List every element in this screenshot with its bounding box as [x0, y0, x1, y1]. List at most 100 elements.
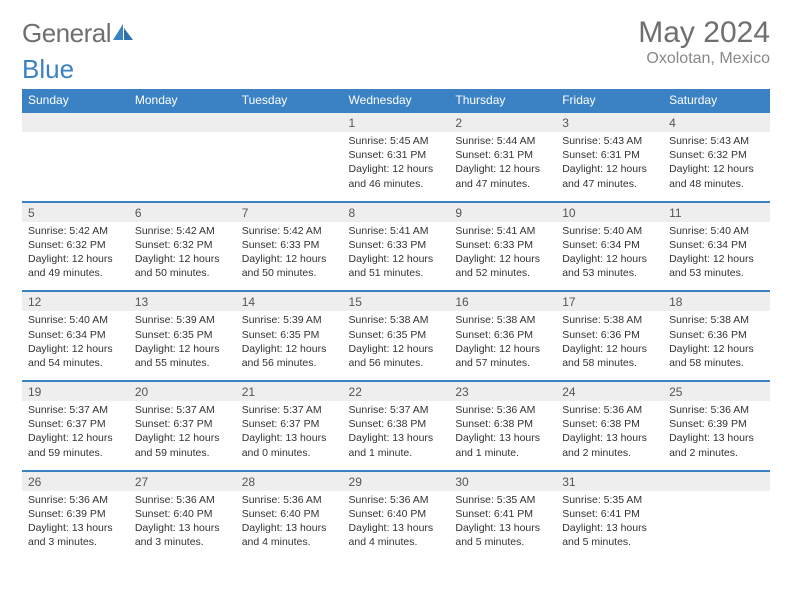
day-number: 8: [343, 203, 450, 222]
page-title: May 2024: [638, 18, 770, 48]
calendar-cell: 6Sunrise: 5:42 AMSunset: 6:32 PMDaylight…: [129, 202, 236, 292]
day-details: Sunrise: 5:36 AMSunset: 6:39 PMDaylight:…: [663, 401, 770, 470]
calendar-cell: 15Sunrise: 5:38 AMSunset: 6:35 PMDayligh…: [343, 291, 450, 381]
day-number: 16: [449, 292, 556, 311]
calendar-cell: 10Sunrise: 5:40 AMSunset: 6:34 PMDayligh…: [556, 202, 663, 292]
day-number: 14: [236, 292, 343, 311]
sail-icon: [111, 18, 135, 38]
weekday-header: Thursday: [449, 89, 556, 112]
day-number: 25: [663, 382, 770, 401]
day-details: Sunrise: 5:35 AMSunset: 6:41 PMDaylight:…: [449, 491, 556, 560]
day-number: 23: [449, 382, 556, 401]
calendar-table: SundayMondayTuesdayWednesdayThursdayFrid…: [22, 89, 770, 559]
day-number: 12: [22, 292, 129, 311]
day-number: 26: [22, 472, 129, 491]
brand-logo: General: [22, 18, 135, 49]
day-details: Sunrise: 5:37 AMSunset: 6:37 PMDaylight:…: [129, 401, 236, 470]
day-number: 28: [236, 472, 343, 491]
day-number: 30: [449, 472, 556, 491]
calendar-cell: 20Sunrise: 5:37 AMSunset: 6:37 PMDayligh…: [129, 381, 236, 471]
day-details: Sunrise: 5:43 AMSunset: 6:31 PMDaylight:…: [556, 132, 663, 201]
day-details: Sunrise: 5:43 AMSunset: 6:32 PMDaylight:…: [663, 132, 770, 201]
calendar-cell: 24Sunrise: 5:36 AMSunset: 6:38 PMDayligh…: [556, 381, 663, 471]
day-number: 24: [556, 382, 663, 401]
day-number: 29: [343, 472, 450, 491]
day-details: Sunrise: 5:42 AMSunset: 6:33 PMDaylight:…: [236, 222, 343, 291]
day-number: 31: [556, 472, 663, 491]
day-number: 4: [663, 113, 770, 132]
day-details: Sunrise: 5:36 AMSunset: 6:38 PMDaylight:…: [556, 401, 663, 470]
day-number: 17: [556, 292, 663, 311]
day-number: 27: [129, 472, 236, 491]
calendar-cell: 31Sunrise: 5:35 AMSunset: 6:41 PMDayligh…: [556, 471, 663, 560]
weekday-header: Friday: [556, 89, 663, 112]
calendar-cell: 26Sunrise: 5:36 AMSunset: 6:39 PMDayligh…: [22, 471, 129, 560]
calendar-cell: 22Sunrise: 5:37 AMSunset: 6:38 PMDayligh…: [343, 381, 450, 471]
weekday-header: Wednesday: [343, 89, 450, 112]
weekday-header: Sunday: [22, 89, 129, 112]
day-details: Sunrise: 5:36 AMSunset: 6:40 PMDaylight:…: [343, 491, 450, 560]
calendar-cell: 25Sunrise: 5:36 AMSunset: 6:39 PMDayligh…: [663, 381, 770, 471]
day-details: Sunrise: 5:36 AMSunset: 6:38 PMDaylight:…: [449, 401, 556, 470]
day-details: Sunrise: 5:39 AMSunset: 6:35 PMDaylight:…: [129, 311, 236, 380]
day-details: Sunrise: 5:42 AMSunset: 6:32 PMDaylight:…: [22, 222, 129, 291]
day-details: Sunrise: 5:41 AMSunset: 6:33 PMDaylight:…: [343, 222, 450, 291]
day-number: 21: [236, 382, 343, 401]
calendar-cell: 5Sunrise: 5:42 AMSunset: 6:32 PMDaylight…: [22, 202, 129, 292]
calendar-cell: [663, 471, 770, 560]
calendar-cell: 13Sunrise: 5:39 AMSunset: 6:35 PMDayligh…: [129, 291, 236, 381]
day-number: 19: [22, 382, 129, 401]
day-details: Sunrise: 5:40 AMSunset: 6:34 PMDaylight:…: [556, 222, 663, 291]
day-details: Sunrise: 5:40 AMSunset: 6:34 PMDaylight:…: [22, 311, 129, 380]
brand-text-1: General: [22, 18, 111, 49]
calendar-cell: 3Sunrise: 5:43 AMSunset: 6:31 PMDaylight…: [556, 112, 663, 202]
calendar-cell: 2Sunrise: 5:44 AMSunset: 6:31 PMDaylight…: [449, 112, 556, 202]
calendar-cell: 23Sunrise: 5:36 AMSunset: 6:38 PMDayligh…: [449, 381, 556, 471]
calendar-cell: 14Sunrise: 5:39 AMSunset: 6:35 PMDayligh…: [236, 291, 343, 381]
day-number: 13: [129, 292, 236, 311]
day-number: 22: [343, 382, 450, 401]
day-number: 20: [129, 382, 236, 401]
day-details: Sunrise: 5:38 AMSunset: 6:36 PMDaylight:…: [449, 311, 556, 380]
calendar-cell: 21Sunrise: 5:37 AMSunset: 6:37 PMDayligh…: [236, 381, 343, 471]
day-details: Sunrise: 5:36 AMSunset: 6:40 PMDaylight:…: [129, 491, 236, 560]
day-number: 10: [556, 203, 663, 222]
calendar-cell: 30Sunrise: 5:35 AMSunset: 6:41 PMDayligh…: [449, 471, 556, 560]
day-details: Sunrise: 5:35 AMSunset: 6:41 PMDaylight:…: [556, 491, 663, 560]
day-details: Sunrise: 5:37 AMSunset: 6:37 PMDaylight:…: [236, 401, 343, 470]
day-number: 2: [449, 113, 556, 132]
calendar-cell: 11Sunrise: 5:40 AMSunset: 6:34 PMDayligh…: [663, 202, 770, 292]
calendar-cell: [129, 112, 236, 202]
day-details: Sunrise: 5:42 AMSunset: 6:32 PMDaylight:…: [129, 222, 236, 291]
calendar-cell: 16Sunrise: 5:38 AMSunset: 6:36 PMDayligh…: [449, 291, 556, 381]
calendar-cell: [22, 112, 129, 202]
day-number: 6: [129, 203, 236, 222]
day-details: Sunrise: 5:44 AMSunset: 6:31 PMDaylight:…: [449, 132, 556, 201]
calendar-cell: 7Sunrise: 5:42 AMSunset: 6:33 PMDaylight…: [236, 202, 343, 292]
day-number: 1: [343, 113, 450, 132]
day-details: Sunrise: 5:36 AMSunset: 6:39 PMDaylight:…: [22, 491, 129, 560]
day-details: Sunrise: 5:39 AMSunset: 6:35 PMDaylight:…: [236, 311, 343, 380]
day-details: Sunrise: 5:38 AMSunset: 6:35 PMDaylight:…: [343, 311, 450, 380]
day-number: 5: [22, 203, 129, 222]
day-details: Sunrise: 5:38 AMSunset: 6:36 PMDaylight:…: [556, 311, 663, 380]
day-details: Sunrise: 5:38 AMSunset: 6:36 PMDaylight:…: [663, 311, 770, 380]
calendar-cell: 9Sunrise: 5:41 AMSunset: 6:33 PMDaylight…: [449, 202, 556, 292]
day-details: Sunrise: 5:36 AMSunset: 6:40 PMDaylight:…: [236, 491, 343, 560]
calendar-cell: 1Sunrise: 5:45 AMSunset: 6:31 PMDaylight…: [343, 112, 450, 202]
day-number: 15: [343, 292, 450, 311]
calendar-cell: 19Sunrise: 5:37 AMSunset: 6:37 PMDayligh…: [22, 381, 129, 471]
day-number: 11: [663, 203, 770, 222]
day-number: 3: [556, 113, 663, 132]
calendar-cell: 8Sunrise: 5:41 AMSunset: 6:33 PMDaylight…: [343, 202, 450, 292]
day-number: 7: [236, 203, 343, 222]
day-number: 18: [663, 292, 770, 311]
day-details: Sunrise: 5:37 AMSunset: 6:38 PMDaylight:…: [343, 401, 450, 470]
weekday-header: Tuesday: [236, 89, 343, 112]
calendar-cell: 27Sunrise: 5:36 AMSunset: 6:40 PMDayligh…: [129, 471, 236, 560]
day-details: Sunrise: 5:45 AMSunset: 6:31 PMDaylight:…: [343, 132, 450, 201]
weekday-header: Saturday: [663, 89, 770, 112]
calendar-cell: 28Sunrise: 5:36 AMSunset: 6:40 PMDayligh…: [236, 471, 343, 560]
calendar-cell: 18Sunrise: 5:38 AMSunset: 6:36 PMDayligh…: [663, 291, 770, 381]
calendar-cell: 4Sunrise: 5:43 AMSunset: 6:32 PMDaylight…: [663, 112, 770, 202]
